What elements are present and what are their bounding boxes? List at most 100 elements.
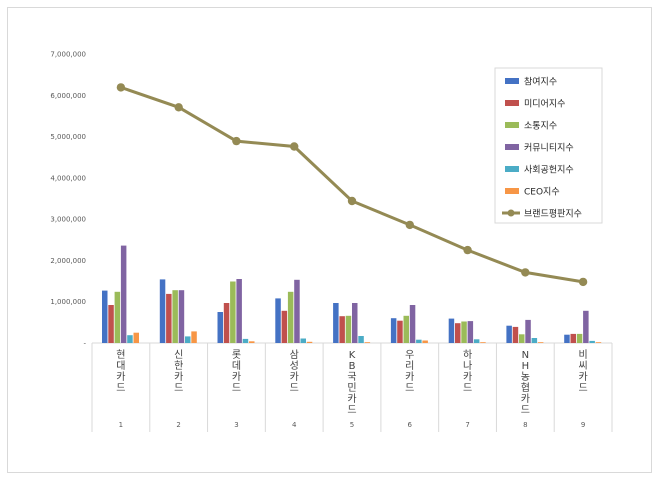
category-index: 7 — [465, 421, 469, 429]
bar-참여지수-9 — [564, 334, 570, 343]
bar-CEO지수-9 — [595, 342, 602, 343]
bar-참여지수-3 — [217, 312, 223, 343]
bar-참여지수-5 — [333, 303, 339, 343]
point-브랜드평판지수-4 — [290, 142, 299, 151]
legend-swatch-커뮤니티지수 — [505, 144, 519, 150]
bar-커뮤니티지수-9 — [583, 310, 589, 343]
bar-CEO지수-4 — [306, 341, 313, 343]
legend-label: 미디어지수 — [524, 99, 565, 110]
bar-CEO지수-8 — [537, 342, 544, 343]
bar-CEO지수-3 — [249, 341, 255, 343]
bar-미디어지수-1 — [108, 305, 114, 343]
bar-소통지수-6 — [403, 315, 409, 343]
category-index: 5 — [350, 421, 354, 429]
bar-커뮤니티지수-5 — [352, 303, 358, 343]
category-index: 4 — [292, 421, 297, 429]
bar-소통지수-1 — [114, 291, 121, 343]
bar-소통지수-5 — [345, 315, 352, 343]
legend-swatch-참여지수 — [505, 78, 519, 84]
point-브랜드평판지수-1 — [116, 83, 126, 92]
bar-미디어지수-2 — [166, 293, 172, 343]
y-tick-label: 1,000,000 — [50, 298, 86, 306]
bar-커뮤니티지수-7 — [467, 321, 474, 343]
point-브랜드평판지수-8 — [521, 268, 530, 277]
legend-label: 참여지수 — [524, 76, 557, 88]
bar-소통지수-3 — [230, 281, 236, 343]
point-브랜드평판지수-3 — [232, 136, 241, 146]
bar-미디어지수-5 — [339, 316, 345, 343]
point-브랜드평판지수-6 — [405, 220, 414, 230]
category-index: 2 — [176, 421, 180, 429]
bar-소통지수-7 — [461, 321, 467, 343]
bar-사회공헌지수-9 — [589, 340, 595, 343]
bar-커뮤니티지수-4 — [294, 279, 300, 343]
legend-swatch-사회공헌지수 — [505, 166, 519, 172]
bar-CEO지수-6 — [422, 340, 428, 343]
bar-커뮤니티지수-2 — [178, 290, 185, 343]
bar-미디어지수-6 — [397, 320, 403, 343]
category-index: 3 — [234, 421, 238, 429]
bar-CEO지수-1 — [133, 332, 139, 343]
y-tick-label: 5,000,000 — [50, 133, 86, 141]
legend-swatch-미디어지수 — [505, 100, 519, 106]
bar-미디어지수-3 — [223, 303, 230, 343]
y-tick-label: 4,000,000 — [50, 174, 86, 182]
bar-참여지수-1 — [102, 290, 108, 343]
bar-사회공헌지수-7 — [473, 339, 480, 343]
bar-참여지수-7 — [448, 318, 455, 343]
bar-CEO지수-2 — [191, 331, 197, 343]
y-tick-label: 2,000,000 — [50, 257, 86, 265]
bar-사회공헌지수-8 — [531, 338, 538, 343]
point-브랜드평판지수-9 — [578, 277, 588, 287]
bar-참여지수-6 — [390, 318, 397, 343]
bar-소통지수-8 — [519, 334, 525, 343]
bar-미디어지수-8 — [512, 326, 519, 343]
bar-소통지수-2 — [172, 290, 178, 343]
y-tick-label: 3,000,000 — [50, 216, 86, 224]
point-브랜드평판지수-7 — [463, 245, 472, 255]
point-브랜드평판지수-2 — [174, 103, 183, 112]
bar-커뮤니티지수-8 — [525, 319, 531, 343]
bar-미디어지수-9 — [570, 333, 576, 343]
legend-label: 브랜드평판지수 — [524, 209, 582, 220]
bar-미디어지수-4 — [281, 310, 288, 343]
bar-사회공헌지수-4 — [300, 338, 306, 343]
bar-커뮤니티지수-1 — [120, 245, 127, 343]
bar-사회공헌지수-6 — [416, 339, 422, 343]
category-index: 1 — [119, 421, 123, 429]
bar-CEO지수-7 — [480, 342, 486, 343]
bar-사회공헌지수-3 — [242, 338, 249, 343]
category-index: 6 — [408, 421, 413, 429]
bar-CEO지수-5 — [364, 342, 371, 343]
bar-사회공헌지수-1 — [127, 335, 133, 343]
bar-참여지수-4 — [275, 298, 281, 343]
legend-swatch-소통지수 — [505, 122, 519, 128]
y-tick-label: 6,000,000 — [50, 92, 86, 100]
bar-사회공헌지수-2 — [185, 336, 191, 343]
bar-커뮤니티지수-3 — [236, 279, 242, 343]
legend-label: 사회공헌지수 — [524, 165, 574, 176]
category-index: 9 — [581, 421, 585, 429]
bar-소통지수-9 — [576, 333, 583, 343]
y-tick-label: - — [83, 340, 86, 348]
legend-label: 커뮤니티지수 — [524, 143, 574, 154]
bar-사회공헌지수-5 — [358, 336, 364, 343]
bar-참여지수-8 — [506, 325, 512, 343]
legend-label: 소통지수 — [524, 121, 557, 132]
category-index: 8 — [523, 421, 527, 429]
bar-미디어지수-7 — [455, 323, 461, 343]
bar-커뮤니티지수-6 — [409, 305, 416, 343]
legend-label: CEO지수 — [524, 187, 560, 198]
y-tick-label: 7,000,000 — [50, 51, 86, 59]
point-브랜드평판지수-5 — [347, 196, 357, 206]
